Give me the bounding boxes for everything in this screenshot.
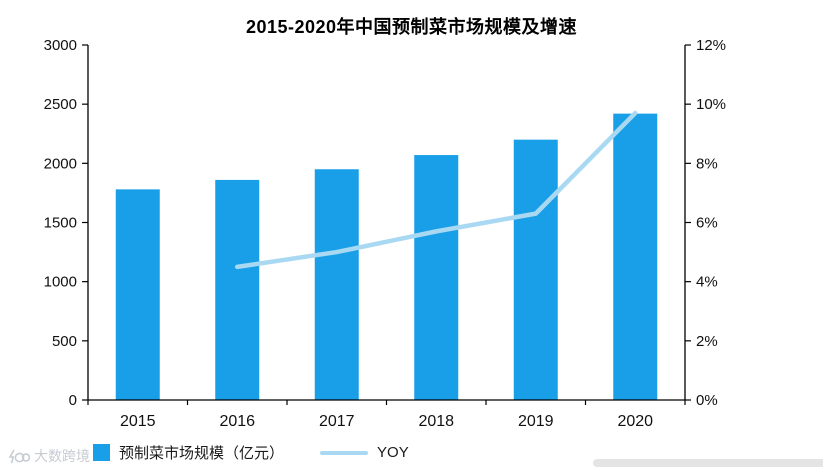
right-axis-label: 12% — [696, 37, 726, 54]
watermark-logo-icon — [8, 449, 30, 463]
x-axis-label: 2020 — [617, 413, 653, 430]
x-axis-label: 2015 — [120, 413, 156, 430]
right-axis-label: 0% — [696, 392, 718, 409]
bar-2017 — [314, 169, 359, 400]
left-axis-label: 2500 — [44, 96, 77, 113]
x-axis-label: 2016 — [219, 413, 255, 430]
right-axis-label: 6% — [696, 215, 718, 232]
bottom-right-gray-bar — [593, 459, 823, 467]
right-axis-label: 8% — [696, 155, 718, 172]
right-axis-label: 2% — [696, 333, 718, 350]
line-series-label: YOY — [377, 444, 409, 461]
line-series-swatch — [320, 450, 369, 455]
x-axis-label: 2019 — [518, 413, 554, 430]
left-axis-label: 1500 — [44, 215, 77, 232]
watermark-text: 大数跨境 — [34, 448, 90, 464]
right-axis-label: 10% — [696, 96, 726, 113]
bar-2020 — [613, 113, 658, 400]
chart-legend: 预制菜市场规模（亿元） YOY — [93, 442, 409, 463]
left-axis-label: 3000 — [44, 37, 77, 54]
bar-2019 — [513, 139, 558, 400]
left-axis-label: 2000 — [44, 155, 77, 172]
x-axis-label: 2018 — [418, 413, 454, 430]
right-axis-label: 4% — [696, 274, 718, 291]
yoy-line — [235, 110, 638, 270]
chart-title: 2015-2020年中国预制菜市场规模及增速 — [245, 17, 578, 37]
bar-2018 — [414, 155, 459, 400]
watermark: 大数跨境 — [8, 446, 90, 466]
left-axis-label: 0 — [69, 392, 77, 409]
bar-series-label: 预制菜市场规模（亿元） — [119, 445, 285, 462]
bar-series-swatch — [93, 444, 110, 461]
x-axis-label: 2017 — [319, 413, 355, 430]
left-axis-label: 500 — [52, 333, 77, 350]
left-axis-label: 1000 — [44, 274, 77, 291]
bar-2015 — [115, 189, 160, 400]
bar-2016 — [215, 179, 260, 400]
